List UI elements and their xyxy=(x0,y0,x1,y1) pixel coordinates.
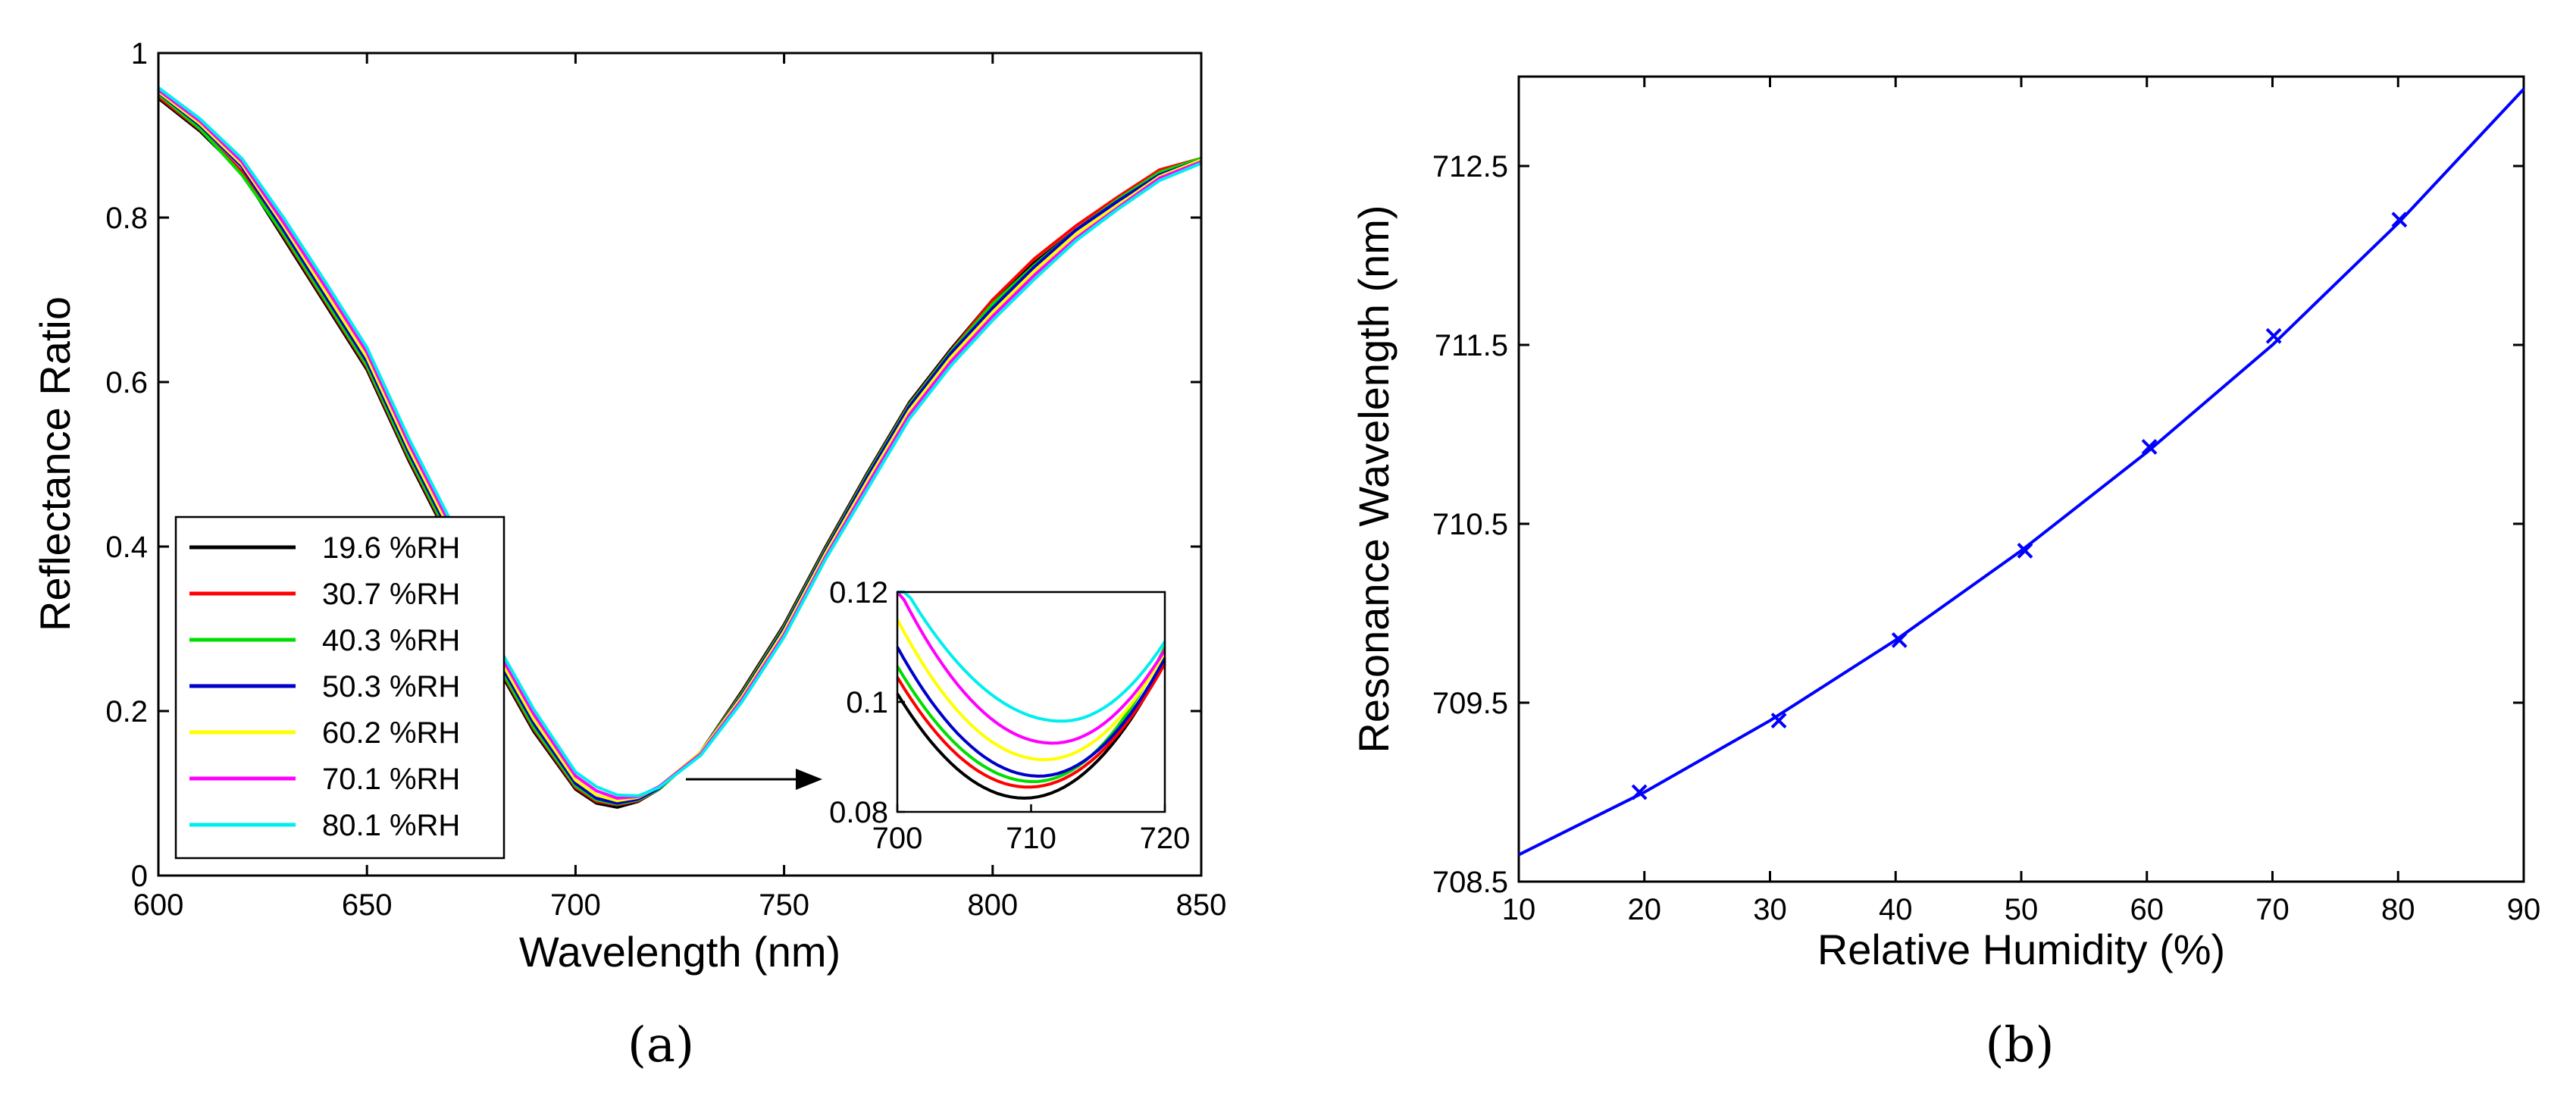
x-tick-label: 90 xyxy=(2507,893,2541,926)
panel-b-markers xyxy=(1631,211,2408,801)
y-tick-label: 0 xyxy=(131,860,148,893)
x-tick-label: 40 xyxy=(1879,893,1913,926)
inset-line-4 xyxy=(896,619,1166,762)
x-tick-label: 800 xyxy=(967,888,1018,922)
x-tick-label: 20 xyxy=(1628,893,1662,926)
y-tick-label: 0.2 xyxy=(105,695,148,728)
panel-b: 10 20 30 40 50 60 70 80 90 708.5709.5710.5711.57… xyxy=(1350,75,2541,1073)
panel-a-caption: (a) xyxy=(628,1017,694,1073)
data-marker-6 xyxy=(2391,211,2408,228)
legend-label-0: 19.6 %RH xyxy=(322,531,460,565)
inset-background xyxy=(897,592,1165,812)
x-tick-label: 30 xyxy=(1753,893,1787,926)
y-tick-label: 709.5 xyxy=(1432,687,1508,720)
inset-line-0 xyxy=(896,660,1166,800)
panel-a-inset: 700 710 720 0.08 0.1 0.12 xyxy=(829,576,1190,855)
panel-b-plot-frame xyxy=(1517,75,2525,883)
inset-x-tick-label: 710 xyxy=(1006,822,1056,855)
panel-b-y-ticks: 708.5 709.5 710.5 711.5 712.5 xyxy=(1432,150,2524,899)
inset-ticks: 700 710 720 0.08 0.1 0.12 xyxy=(829,576,1190,855)
inset-line-5 xyxy=(896,591,1166,745)
data-marker-2 xyxy=(1891,631,1908,648)
x-tick-label: 70 xyxy=(2255,893,2290,926)
series-line-6 xyxy=(157,86,1202,797)
panel-a-y-label: Reflectance Ratio xyxy=(31,296,79,631)
data-marker-4 xyxy=(2141,439,2158,455)
panel-a-series xyxy=(157,86,1202,809)
zoom-arrow xyxy=(686,769,822,790)
x-tick-label: 600 xyxy=(133,888,184,922)
panel-a-y-ticks: 0 0.2 0.4 0.6 0.8 1 xyxy=(105,37,1201,893)
y-tick-label: 0.4 xyxy=(105,531,148,564)
y-tick-label: 710.5 xyxy=(1432,508,1508,541)
inset-series xyxy=(896,591,1166,800)
x-tick-label: 50 xyxy=(2005,893,2039,926)
y-tick-label: 708.5 xyxy=(1432,866,1508,899)
inset-line-2 xyxy=(896,646,1166,784)
inset-line-1 xyxy=(896,663,1166,789)
data-marker-5 xyxy=(2265,327,2282,344)
data-marker-0 xyxy=(1631,784,1648,801)
inset-line-6 xyxy=(897,591,1166,723)
legend-label-6: 80.1 %RH xyxy=(322,809,460,842)
inset-x-tick-label: 720 xyxy=(1140,822,1191,855)
x-tick-label: 10 xyxy=(1502,893,1536,926)
x-tick-label: 650 xyxy=(342,888,393,922)
legend-label-5: 70.1 %RH xyxy=(322,763,460,796)
panel-b-x-label: Relative Humidity (%) xyxy=(1817,926,2225,973)
panel-a-x-label: Wavelength (nm) xyxy=(519,928,840,976)
x-tick-label: 750 xyxy=(759,888,809,922)
data-marker-1 xyxy=(1770,713,1787,729)
legend-label-3: 50.3 %RH xyxy=(322,670,460,703)
panel-b-x-ticks: 10 20 30 40 50 60 70 80 90 xyxy=(1502,77,2541,926)
panel-b-fit xyxy=(1518,88,2525,857)
panel-b-y-label: Resonance Wavelength (nm) xyxy=(1350,205,1398,753)
fit-line xyxy=(1518,88,2525,857)
y-tick-label: 1 xyxy=(131,37,148,70)
inset-y-tick-label: 0.1 xyxy=(846,686,888,719)
legend-label-1: 30.7 %RH xyxy=(322,578,460,611)
x-tick-label: 850 xyxy=(1176,888,1227,922)
panel-a-plot-frame xyxy=(157,52,1203,877)
x-tick-label: 60 xyxy=(2130,893,2164,926)
zoom-arrow-head xyxy=(796,769,822,790)
inset-y-tick-label: 0.08 xyxy=(829,796,888,829)
x-tick-label: 700 xyxy=(550,888,601,922)
y-tick-label: 0.8 xyxy=(105,202,148,235)
y-tick-label: 712.5 xyxy=(1432,150,1508,183)
x-tick-label: 80 xyxy=(2381,893,2415,926)
inset-x-tick-label: 700 xyxy=(872,822,923,855)
legend-label-2: 40.3 %RH xyxy=(322,624,460,657)
legend-label-4: 60.2 %RH xyxy=(322,716,460,750)
y-tick-label: 0.6 xyxy=(105,366,148,399)
inset-line-3 xyxy=(896,646,1166,778)
panel-a-x-ticks: 600 650 700 750 800 850 xyxy=(133,53,1227,922)
panel-a: 600 650 700 750 800 850 0 0.2 0.4 0.6 0.8 1 Wavele… xyxy=(31,37,1226,1073)
panel-a-legend: 19.6 %RH 30.7 %RH 40.3 %RH 50.3 %RH 60.2 %RH… xyxy=(174,515,505,860)
y-tick-label: 711.5 xyxy=(1435,329,1508,362)
data-marker-3 xyxy=(2017,542,2033,559)
panel-b-caption: (b) xyxy=(1986,1017,2055,1073)
inset-y-tick-label: 0.12 xyxy=(829,576,888,609)
